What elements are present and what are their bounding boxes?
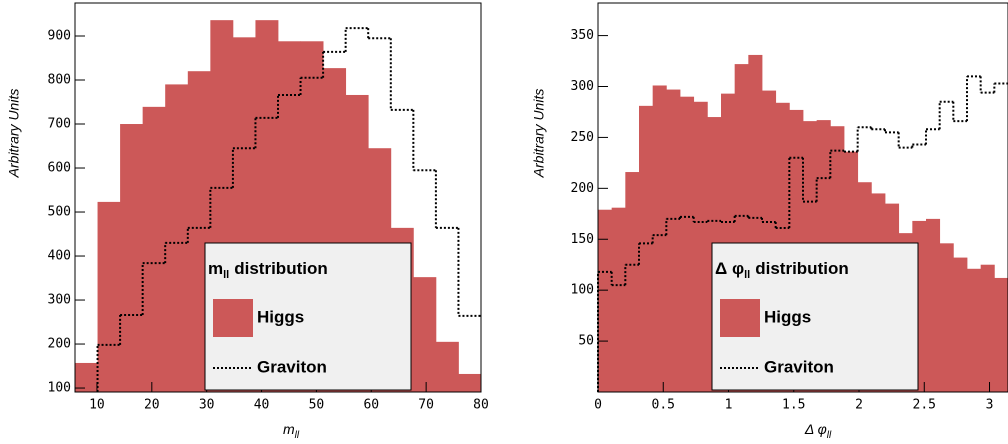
legend-label: Graviton [257,357,327,376]
x-tick-label: 50 [309,398,325,413]
y-tick-label: 500 [48,205,71,220]
bar [625,172,640,392]
x-tick-label: 70 [418,398,434,413]
legend-swatch [213,299,253,337]
bar [980,264,995,392]
legend-label: Higgs [257,307,304,326]
x-tick-label: 40 [254,398,270,413]
bar [966,268,982,392]
bar [652,85,667,393]
y-tick-label: 800 [48,73,71,88]
bar [598,209,613,392]
bar [994,277,1008,392]
legend: mll distribution Higgs Graviton [204,242,412,391]
bar [120,124,144,392]
legend-title-main: Δ φ [715,259,744,278]
y-tick-label: 100 [48,381,71,396]
legend-title-after: distribution [234,259,327,278]
x-tick-label: 0 [594,398,602,413]
legend-label: Graviton [764,357,834,376]
x-tick-label: 30 [199,398,215,413]
bar [413,277,437,392]
legend-title-main: m [208,259,223,278]
y-tick-label: 100 [571,283,594,298]
bar [75,362,98,392]
legend-title-sub: ll [223,269,229,281]
bar [435,341,459,392]
x-tick-label: 60 [363,398,379,413]
bar [458,373,482,392]
x-axis-label-sub: ll [827,430,832,441]
x-tick-label: 80 [473,398,489,413]
bar [666,89,681,393]
y-axis-label: Arbitrary Units [6,89,22,179]
frame [597,2,1008,393]
y-tick-label: 350 [571,28,594,43]
legend-title-sub: ll [744,269,750,281]
y-tick-label: 700 [48,117,71,132]
y-tick-label: 600 [48,161,71,176]
x-tick-label: 2 [855,398,863,413]
bar [939,243,954,392]
x-tick-label: 1.5 [782,398,805,413]
bar [953,257,968,392]
x-tick-label: 3 [986,398,994,413]
bar [142,106,166,392]
legend-label: Higgs [764,307,811,326]
bar [693,101,708,392]
legend-title: Δ φll distribution [715,259,849,280]
bar [679,96,695,393]
panel: 10 20 30 40 50 60 70 80 100 200 300 400 500 600 700 800… [6,2,489,441]
y-tick-label: 250 [571,130,594,145]
x-tick-label: 2.5 [913,398,936,413]
y-tick-label: 300 [571,79,594,94]
y-tick-label: 300 [48,293,71,308]
legend-title-after: distribution [755,259,848,278]
frame [74,2,482,393]
x-axis-label-main: Δ φ [804,421,827,437]
bar [165,84,189,392]
legend: Δ φll distribution Higgs Graviton [711,242,919,391]
y-tick-label: 200 [571,181,594,196]
y-tick-label: 200 [48,337,71,352]
bar [926,218,941,392]
bar [639,105,654,393]
bar [97,201,121,392]
y-tick-label: 900 [48,29,71,44]
legend-swatch [720,299,760,337]
x-tick-label: 10 [89,398,105,413]
x-axis-label-main: m [283,421,295,437]
x-axis-label: mll [283,421,300,441]
x-tick-label: 20 [144,398,160,413]
legend-title: mll distribution [208,259,328,280]
y-axis-label: Arbitrary Units [531,89,547,179]
y-tick-label: 150 [571,232,594,247]
bar [611,207,626,392]
y-tick-label: 400 [48,249,71,264]
x-axis-label-sub: ll [295,430,300,441]
y-tick-label: 50 [578,334,594,349]
x-axis-label: Δ φll [804,421,832,441]
x-tick-label: 0.5 [652,398,675,413]
x-tick-label: 1 [725,398,733,413]
